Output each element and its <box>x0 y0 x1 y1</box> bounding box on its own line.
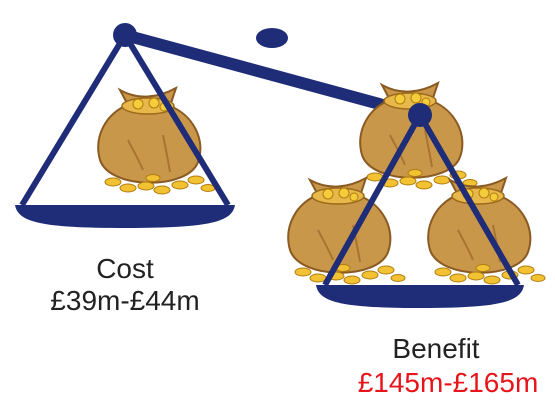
benefit-value: £145m-£165m <box>358 367 539 398</box>
money-bag <box>98 88 215 194</box>
hook <box>113 23 137 47</box>
benefit-label: Benefit <box>392 333 479 364</box>
pivot <box>256 28 288 48</box>
pan <box>316 285 524 308</box>
page: {"scale": {"left": {"label": "Cost", "va… <box>0 0 555 406</box>
scale-illustration: Cost £39m-£44m Benefit £145m-£165m <box>0 0 555 406</box>
cost-label: Cost <box>96 253 154 284</box>
money-bag <box>288 178 405 284</box>
hook <box>408 103 432 127</box>
cost-value: £39m-£44m <box>50 285 199 316</box>
pan <box>15 205 235 228</box>
